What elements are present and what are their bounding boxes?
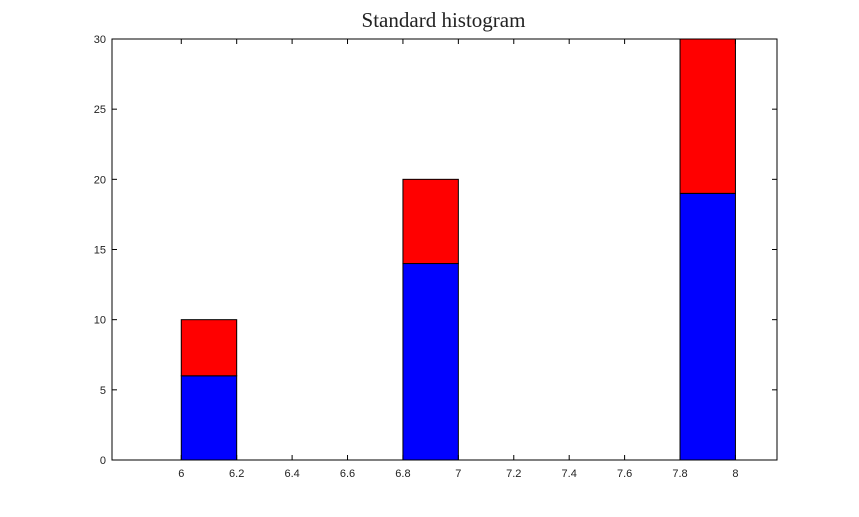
ticks-layer [112,38,777,461]
x-tick-label: 7 [455,468,461,480]
y-tick-label: 0 [100,455,106,467]
bar-1-segment-0 [402,263,459,461]
bar-0-segment-1 [180,319,238,377]
bar-2-segment-0 [679,192,736,461]
y-tick-label: 30 [94,34,106,46]
y-tick-label: 5 [100,385,106,397]
bar-1-segment-1 [402,178,459,265]
x-tick-label: 8 [732,468,738,480]
y-tick-label: 10 [94,315,106,327]
tick-labels-layer: 6 6.2 6.4 6.6 6.8 7 7.2 7.4 7.6 7.8 8 0 5 10 15 20 25 30 [94,34,739,480]
x-tick-label: 7.4 [562,468,577,480]
x-tick-label: 7.2 [506,468,521,480]
bar-2-segment-1 [679,38,736,194]
x-tick-label: 6.6 [340,468,355,480]
y-tick-label: 20 [94,174,106,186]
bar-0-segment-0 [180,375,238,461]
x-tick-label: 7.6 [617,468,632,480]
x-tick-label: 6.4 [284,468,299,480]
x-tick-label: 7.8 [672,468,687,480]
x-tick-label: 6 [178,468,184,480]
x-tick-label: 6.2 [229,468,244,480]
chart-title: Standard histogram [362,8,526,32]
x-tick-label: 6.8 [395,468,410,480]
bars-layer [180,38,736,461]
y-tick-label: 15 [94,245,106,257]
y-tick-label: 25 [94,104,106,116]
